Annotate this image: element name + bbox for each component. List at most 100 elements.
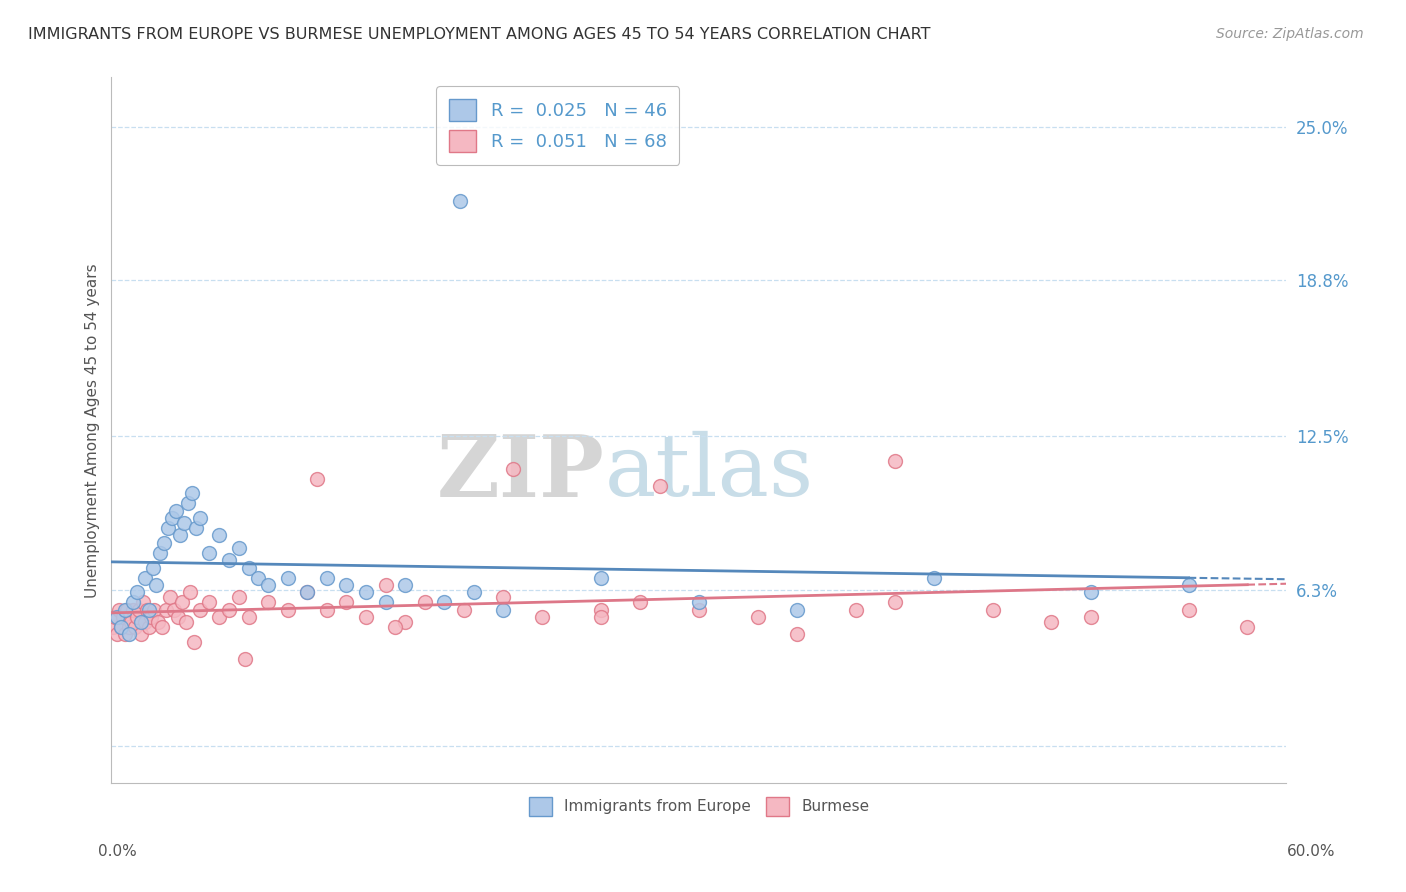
Point xyxy=(1080,585,1102,599)
Point xyxy=(125,585,148,599)
Point xyxy=(218,603,240,617)
Point xyxy=(108,603,131,617)
Point xyxy=(922,570,945,584)
Point xyxy=(183,635,205,649)
Point xyxy=(845,603,868,617)
Point xyxy=(589,610,612,624)
Point xyxy=(502,461,524,475)
Point xyxy=(297,585,319,599)
Point xyxy=(981,603,1004,617)
Point xyxy=(148,615,170,629)
Point xyxy=(134,570,156,584)
Point xyxy=(105,627,128,641)
Y-axis label: Unemployment Among Ages 45 to 54 years: Unemployment Among Ages 45 to 54 years xyxy=(86,263,100,598)
Point xyxy=(132,595,155,609)
Point xyxy=(163,603,186,617)
Point xyxy=(208,528,231,542)
Point xyxy=(114,603,136,617)
Point xyxy=(165,504,187,518)
Point xyxy=(118,620,141,634)
Point xyxy=(589,603,612,617)
Point xyxy=(104,610,127,624)
Point xyxy=(145,578,167,592)
Point xyxy=(160,511,183,525)
Point xyxy=(138,603,160,617)
Point xyxy=(628,595,651,609)
Point xyxy=(139,610,162,624)
Point xyxy=(128,603,150,617)
Point xyxy=(453,603,475,617)
Point xyxy=(114,627,136,641)
Point xyxy=(228,591,250,605)
Point xyxy=(179,585,201,599)
Point xyxy=(238,560,260,574)
Point xyxy=(786,627,808,641)
Text: Source: ZipAtlas.com: Source: ZipAtlas.com xyxy=(1216,27,1364,41)
Point xyxy=(143,603,166,617)
Point xyxy=(374,578,396,592)
Point xyxy=(257,595,280,609)
Point xyxy=(1080,610,1102,624)
Point xyxy=(122,603,145,617)
Point xyxy=(433,595,456,609)
Point xyxy=(122,595,145,609)
Point xyxy=(315,603,337,617)
Point xyxy=(277,570,299,584)
Point xyxy=(228,541,250,555)
Text: 60.0%: 60.0% xyxy=(1288,845,1336,859)
Text: 0.0%: 0.0% xyxy=(98,845,138,859)
Point xyxy=(531,610,554,624)
Point xyxy=(277,603,299,617)
Text: atlas: atlas xyxy=(605,431,814,514)
Point xyxy=(135,603,157,617)
Point xyxy=(1040,615,1063,629)
Point xyxy=(218,553,240,567)
Point xyxy=(257,578,280,592)
Point xyxy=(247,570,270,584)
Point xyxy=(688,603,710,617)
Point xyxy=(688,595,710,609)
Point xyxy=(354,585,377,599)
Point xyxy=(335,578,357,592)
Point xyxy=(394,615,416,629)
Text: IMMIGRANTS FROM EUROPE VS BURMESE UNEMPLOYMENT AMONG AGES 45 TO 54 YEARS CORRELA: IMMIGRANTS FROM EUROPE VS BURMESE UNEMPL… xyxy=(28,27,931,42)
Legend: Immigrants from Europe, Burmese: Immigrants from Europe, Burmese xyxy=(519,788,879,825)
Point xyxy=(184,521,207,535)
Point xyxy=(129,615,152,629)
Text: ZIP: ZIP xyxy=(437,431,605,515)
Point xyxy=(297,585,319,599)
Point xyxy=(786,603,808,617)
Point xyxy=(115,603,138,617)
Point xyxy=(157,521,180,535)
Point xyxy=(198,595,221,609)
Point xyxy=(118,627,141,641)
Point xyxy=(110,620,132,634)
Point xyxy=(129,627,152,641)
Point xyxy=(124,620,146,634)
Point xyxy=(449,194,471,209)
Point xyxy=(177,496,200,510)
Point xyxy=(167,610,190,624)
Point xyxy=(883,595,905,609)
Point xyxy=(173,516,195,530)
Point xyxy=(159,591,181,605)
Point xyxy=(648,479,671,493)
Point xyxy=(208,610,231,624)
Point xyxy=(1236,620,1258,634)
Point xyxy=(174,615,197,629)
Point xyxy=(413,595,436,609)
Point xyxy=(153,536,176,550)
Point xyxy=(305,471,328,485)
Point xyxy=(315,570,337,584)
Point xyxy=(198,546,221,560)
Point xyxy=(1177,578,1199,592)
Point xyxy=(149,546,172,560)
Point xyxy=(238,610,260,624)
Point xyxy=(138,620,160,634)
Point xyxy=(155,603,177,617)
Point xyxy=(374,595,396,609)
Point xyxy=(134,615,156,629)
Point xyxy=(463,585,485,599)
Point xyxy=(105,610,128,624)
Point xyxy=(384,620,406,634)
